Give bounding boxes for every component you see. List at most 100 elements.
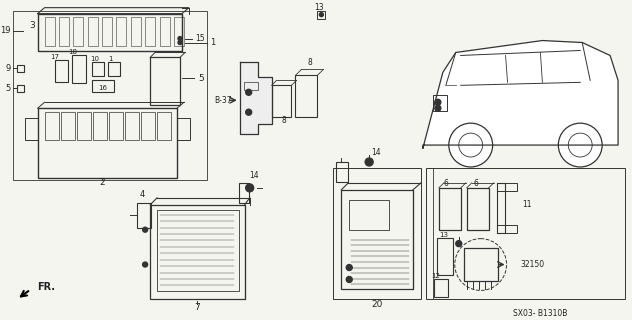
- Text: 2: 2: [99, 178, 105, 188]
- Bar: [45, 17, 54, 46]
- Circle shape: [365, 158, 373, 166]
- Text: 13: 13: [315, 3, 324, 12]
- Text: 1: 1: [210, 38, 215, 47]
- Text: FR.: FR.: [38, 283, 56, 292]
- Bar: [157, 210, 239, 292]
- Bar: [137, 203, 151, 228]
- Bar: [13, 11, 207, 180]
- Text: 19: 19: [0, 26, 11, 35]
- Circle shape: [449, 123, 492, 167]
- Bar: [145, 17, 155, 46]
- Text: 9: 9: [6, 64, 11, 73]
- Text: 12: 12: [432, 274, 441, 279]
- Text: 11: 11: [523, 200, 532, 209]
- Polygon shape: [423, 41, 618, 148]
- Bar: [497, 183, 516, 191]
- Bar: [109, 112, 123, 140]
- Bar: [336, 162, 348, 182]
- Text: 7: 7: [194, 303, 200, 312]
- Bar: [272, 85, 291, 117]
- Circle shape: [143, 227, 148, 232]
- Text: 10: 10: [90, 56, 99, 62]
- Text: 5: 5: [198, 74, 204, 83]
- Circle shape: [435, 99, 441, 105]
- Circle shape: [456, 241, 462, 247]
- Bar: [76, 112, 90, 140]
- Bar: [45, 112, 59, 140]
- Text: 8: 8: [307, 58, 312, 67]
- Bar: [59, 17, 69, 46]
- Text: 3: 3: [29, 21, 35, 30]
- Bar: [177, 118, 190, 140]
- Text: 6: 6: [444, 180, 448, 188]
- Bar: [108, 62, 120, 76]
- Text: 14: 14: [371, 148, 380, 156]
- Bar: [497, 183, 504, 233]
- Bar: [296, 76, 317, 117]
- Text: 14: 14: [249, 172, 258, 180]
- Bar: [426, 168, 625, 300]
- Bar: [239, 183, 248, 203]
- Bar: [92, 62, 104, 76]
- Bar: [16, 65, 23, 72]
- Bar: [349, 200, 389, 230]
- Bar: [439, 188, 461, 230]
- Bar: [88, 17, 98, 46]
- Bar: [150, 205, 245, 300]
- Bar: [466, 188, 489, 230]
- Text: 8: 8: [281, 116, 286, 125]
- Bar: [174, 17, 184, 46]
- Bar: [93, 112, 107, 140]
- Bar: [333, 168, 421, 300]
- Polygon shape: [240, 62, 272, 134]
- Circle shape: [246, 109, 252, 115]
- Text: 18: 18: [68, 50, 77, 55]
- Bar: [38, 14, 182, 52]
- Bar: [464, 248, 497, 282]
- Bar: [497, 225, 516, 233]
- Circle shape: [319, 13, 324, 17]
- Circle shape: [178, 36, 182, 41]
- Circle shape: [246, 89, 252, 95]
- Text: 4: 4: [140, 190, 145, 199]
- Bar: [73, 17, 83, 46]
- Text: 15: 15: [195, 34, 205, 43]
- Bar: [54, 60, 68, 82]
- Bar: [141, 112, 155, 140]
- Bar: [437, 238, 453, 276]
- Circle shape: [246, 184, 253, 192]
- Text: 32150: 32150: [521, 260, 545, 269]
- Bar: [102, 17, 112, 46]
- Text: 16: 16: [98, 85, 107, 91]
- Bar: [433, 95, 447, 111]
- Bar: [160, 17, 169, 46]
- Circle shape: [346, 265, 352, 270]
- Text: B-37: B-37: [214, 96, 232, 105]
- Text: 1: 1: [108, 56, 112, 62]
- Circle shape: [346, 276, 352, 283]
- Text: 20: 20: [372, 300, 383, 309]
- Bar: [73, 55, 87, 83]
- Bar: [434, 279, 448, 297]
- Bar: [92, 80, 114, 92]
- Bar: [116, 17, 126, 46]
- Circle shape: [178, 41, 182, 44]
- Circle shape: [435, 105, 441, 111]
- Bar: [157, 112, 171, 140]
- Bar: [25, 118, 38, 140]
- Bar: [317, 11, 325, 19]
- Text: 13: 13: [439, 232, 448, 238]
- Text: 6: 6: [473, 180, 478, 188]
- Circle shape: [143, 262, 148, 267]
- Bar: [150, 58, 180, 105]
- Bar: [244, 82, 258, 90]
- Circle shape: [558, 123, 602, 167]
- Bar: [16, 85, 23, 92]
- Bar: [131, 17, 141, 46]
- Bar: [61, 112, 75, 140]
- Text: 5: 5: [6, 84, 11, 93]
- Text: 17: 17: [50, 54, 59, 60]
- Bar: [341, 190, 413, 289]
- Bar: [38, 108, 177, 178]
- Text: SX03- B1310B: SX03- B1310B: [513, 309, 568, 318]
